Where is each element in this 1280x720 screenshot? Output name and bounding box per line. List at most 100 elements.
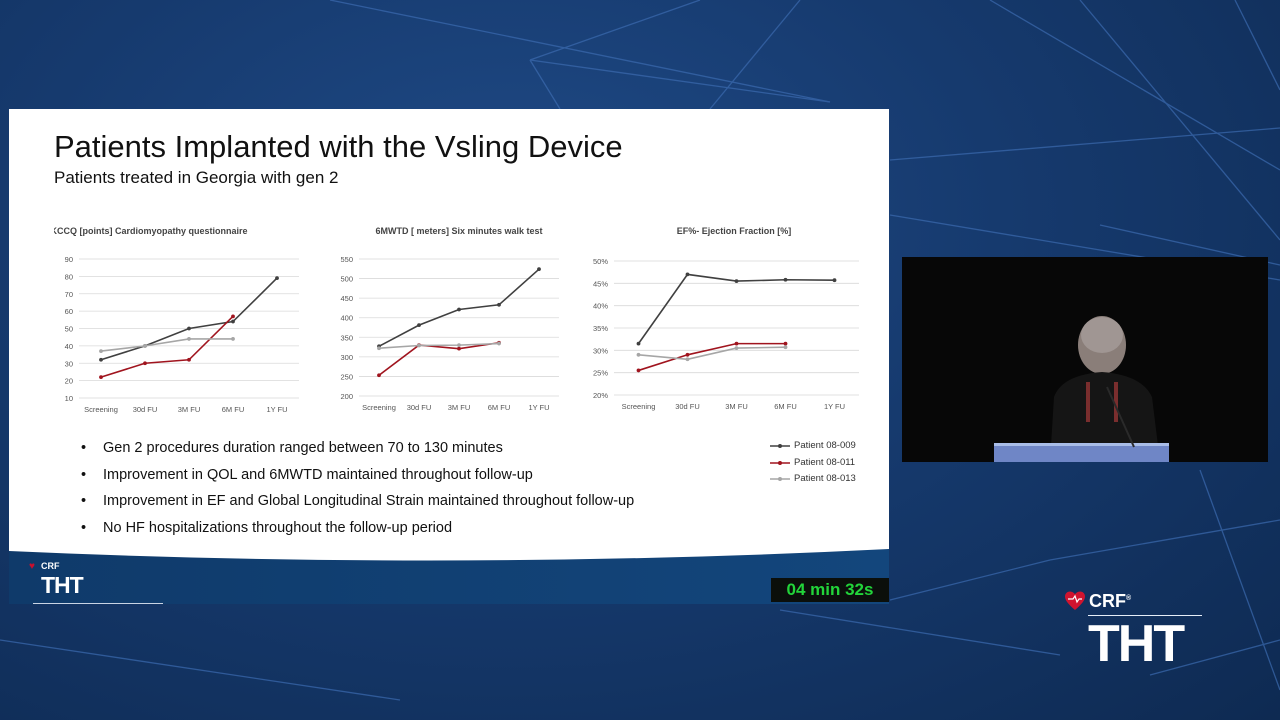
series-line: [638, 342, 786, 372]
brand-crf-text: CRF: [1089, 591, 1126, 611]
data-point: [231, 337, 235, 341]
bullet-text: Improvement in EF and Global Longitudina…: [103, 493, 635, 509]
y-tick-label: 200: [340, 392, 353, 401]
data-point: [99, 375, 103, 380]
data-point: [457, 346, 461, 351]
y-tick-label: 90: [65, 255, 73, 264]
x-tick-label: Screening: [84, 405, 118, 414]
x-tick-label: 30d FU: [675, 402, 700, 411]
legend-label: Patient 08-011: [794, 456, 856, 468]
x-tick-label: 3M FU: [448, 403, 471, 412]
data-point: [783, 277, 788, 282]
data-point: [377, 346, 381, 351]
y-tick-label: 45%: [593, 279, 608, 288]
data-point: [832, 278, 837, 283]
slide-logo-tht: THT: [41, 572, 84, 598]
data-point: [231, 314, 235, 319]
y-tick-label: 10: [65, 394, 73, 403]
x-tick-label: 1Y FU: [528, 403, 549, 412]
brand-divider: [1088, 615, 1202, 616]
bullet-text: Gen 2 procedures duration ranged between…: [103, 440, 503, 456]
heart-icon: ♥: [29, 561, 35, 572]
y-tick-label: 500: [340, 275, 353, 284]
data-point: [187, 357, 191, 362]
x-tick-label: Screening: [362, 403, 396, 412]
heart-icon: [1065, 591, 1085, 610]
data-point: [734, 341, 739, 346]
y-tick-label: 250: [340, 372, 353, 381]
y-tick-label: 25%: [593, 369, 608, 378]
bullet-icon: •: [81, 519, 87, 536]
x-tick-label: 30d FU: [407, 403, 432, 412]
legend-line-icon: [770, 477, 790, 481]
slide-footer-band: [9, 549, 889, 604]
series-line: [638, 346, 786, 361]
chart-title: 6MWTD [ meters] Six minutes walk test: [375, 226, 542, 236]
x-tick-label: 3M FU: [725, 402, 748, 411]
brand-tht: THT: [1088, 615, 1185, 673]
y-tick-label: 40%: [593, 302, 608, 311]
data-point: [417, 323, 421, 328]
slide-subtitle: Patients treated in Georgia with gen 2: [54, 168, 339, 187]
bullet-item: • No HF hospitalizations throughout the f…: [81, 520, 634, 547]
data-point: [636, 352, 641, 357]
bullet-list: • Gen 2 procedures duration ranged betwee…: [81, 440, 634, 546]
ef-chart: EF%- Ejection Fraction [%] 20% 25% 30% 35% 40…: [593, 226, 859, 411]
data-point: [143, 343, 147, 348]
legend-label: Patient 08-013: [794, 473, 856, 484]
y-tick-label: 70: [65, 290, 73, 299]
y-tick-label: 80: [65, 272, 73, 281]
y-tick-label: 350: [340, 333, 353, 342]
data-point: [187, 337, 191, 341]
bullet-text: Improvement in QOL and 6MWTD maintained …: [103, 466, 533, 483]
data-point: [143, 361, 147, 366]
bullet-icon: •: [81, 466, 87, 483]
x-tick-label: 3M FU: [178, 405, 201, 414]
legend-line-icon: [770, 460, 790, 465]
series-line: [637, 273, 835, 345]
legend-line-icon: [770, 444, 790, 448]
countdown-timer: 04 min 32s: [771, 578, 889, 602]
data-point: [636, 368, 641, 373]
data-point: [187, 326, 191, 331]
x-tick-label: 30d FU: [133, 405, 158, 414]
y-tick-label: 20: [65, 377, 73, 386]
registered-mark: ®: [1126, 595, 1132, 602]
data-point: [457, 307, 461, 312]
legend-label: Patient 08-009: [794, 440, 856, 451]
data-point: [497, 302, 501, 307]
data-point: [417, 343, 421, 348]
bullet-item: • Improvement in EF and Global Longitudin…: [81, 493, 634, 520]
6mwtd-chart: 6MWTD [ meters] Six minutes walk test 200…: [340, 226, 559, 412]
slide-logo-underline: [33, 603, 163, 604]
y-tick-label: 30%: [593, 346, 608, 355]
x-tick-label: 1Y FU: [824, 402, 845, 411]
x-tick-label: 6M FU: [774, 402, 797, 411]
series-line: [378, 342, 500, 350]
data-point: [734, 346, 739, 350]
series-line: [100, 338, 233, 352]
data-point: [783, 345, 788, 350]
series-line: [378, 341, 500, 376]
data-point: [497, 341, 501, 346]
data-point: [636, 341, 641, 346]
data-point: [231, 319, 235, 324]
y-tick-label: 30: [65, 359, 73, 368]
bullet-icon: •: [81, 440, 87, 456]
presentation-slide: Patients Implanted with the Vsling Devic…: [9, 109, 889, 604]
data-point: [685, 352, 690, 357]
data-point: [783, 341, 788, 346]
kccq-chart: KCCQ [points] Cardiomyopathy questionnai…: [54, 226, 299, 414]
x-tick-label: 6M FU: [488, 403, 511, 412]
bullet-icon: •: [81, 493, 87, 509]
y-tick-label: 400: [340, 314, 353, 323]
y-tick-label: 50: [65, 325, 73, 334]
brand-crf: CRF®: [1089, 591, 1131, 612]
y-tick-label: 550: [340, 255, 353, 264]
chart-title: KCCQ [points] Cardiomyopathy questionnai…: [54, 226, 248, 236]
data-point: [99, 349, 103, 353]
data-point: [275, 276, 279, 281]
y-tick-label: 40: [65, 342, 73, 351]
data-point: [457, 343, 461, 348]
y-tick-label: 450: [340, 294, 353, 303]
